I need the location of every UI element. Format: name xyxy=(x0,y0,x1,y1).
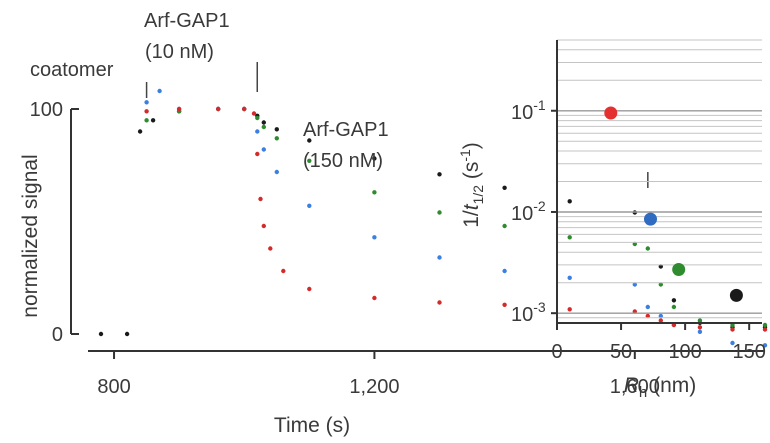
series-3-point xyxy=(216,106,221,112)
series-1-point xyxy=(144,118,149,123)
annotation-arfgap1-150-line2: (150 nM) xyxy=(303,150,383,172)
series-3-point xyxy=(697,325,703,330)
series-2-point xyxy=(762,343,768,348)
series-2-point xyxy=(437,255,442,260)
right-x-ticks: 0 50 100 150 xyxy=(551,323,766,363)
series-1-point xyxy=(697,318,703,323)
series-0-point xyxy=(567,199,572,204)
right-y-tick-label: 10-3 xyxy=(511,299,546,326)
series-0-point xyxy=(671,298,677,303)
series-1-point xyxy=(762,322,768,328)
series-2-point xyxy=(632,282,637,287)
annotation-arfgap1-10-line2: (10 nM) xyxy=(145,41,214,63)
y-tick-label: 100 xyxy=(30,99,63,121)
y-tick-label: 0 xyxy=(52,324,63,346)
series-2-point xyxy=(697,329,703,334)
x-axis-label: Time (s) xyxy=(274,414,350,437)
right-x-tick-label: 100 xyxy=(668,341,701,363)
series-3-point xyxy=(176,106,182,112)
series-0-point xyxy=(502,185,507,190)
series-3-point xyxy=(255,151,260,157)
right-x-tick-label: 0 xyxy=(551,341,562,363)
rate-point-3 xyxy=(729,288,743,302)
x-tick-label: 1,200 xyxy=(349,376,399,398)
right-points xyxy=(604,106,743,302)
y-ticks: 0 100 xyxy=(30,99,79,346)
series-2-point xyxy=(144,100,149,105)
series-2-point xyxy=(274,169,279,175)
right-x-axis-label: Rh (nm) xyxy=(624,374,697,401)
series-0-point xyxy=(261,120,266,125)
series-1-point xyxy=(372,190,377,195)
annotation-arfgap1-150-line1: Arf-GAP1 xyxy=(303,119,389,141)
series-1-point xyxy=(502,223,507,229)
time-course-chart: 0 100 800 1,200 1,600 normalized signal Tim… xyxy=(19,10,768,437)
series-0-point xyxy=(98,331,104,337)
annotation-coatomer: coatomer xyxy=(30,59,114,81)
series-2-point xyxy=(372,235,377,240)
series-0-point xyxy=(150,118,156,123)
series-0-point xyxy=(274,127,279,132)
series-3-point xyxy=(372,295,377,301)
series-2-point xyxy=(157,88,162,94)
series-3-point xyxy=(268,246,273,251)
series-3-point xyxy=(307,286,312,292)
series-3-point xyxy=(645,313,650,319)
series-3-point xyxy=(281,268,286,274)
right-y-tick-label: 10-1 xyxy=(511,97,546,124)
series-3-point xyxy=(261,223,266,229)
series-2-point xyxy=(255,129,260,134)
right-x-tick-label: 50 xyxy=(610,341,632,363)
series-1-point xyxy=(261,124,266,130)
y-axis-label: normalized signal xyxy=(19,154,42,317)
series-3-point xyxy=(762,327,768,332)
annotation-markers xyxy=(145,62,649,188)
series-3-point xyxy=(730,327,735,332)
series-1-point xyxy=(658,282,663,287)
rate-point-2 xyxy=(672,263,686,276)
series-points xyxy=(98,88,768,348)
series-2-point xyxy=(307,203,312,208)
series-3-point xyxy=(251,111,257,116)
right-y-ticks: 10-1 10-2 10-3 xyxy=(511,97,557,326)
series-1-point xyxy=(437,210,442,215)
series-1-point xyxy=(307,158,312,163)
series-3-point xyxy=(258,196,263,202)
series-3-point xyxy=(567,307,572,312)
series-0-point xyxy=(437,172,442,177)
series-1-point xyxy=(645,246,650,251)
series-3-point xyxy=(502,302,507,307)
series-3-point xyxy=(658,318,663,323)
x-ticks: 800 1,200 1,600 xyxy=(97,351,660,398)
right-x-tick-label: 150 xyxy=(733,341,766,363)
series-1-point xyxy=(255,115,260,121)
series-0-point xyxy=(372,156,377,161)
annotation-arfgap1-10-line1: Arf-GAP1 xyxy=(144,10,230,32)
series-1-point xyxy=(567,235,572,240)
log-grid xyxy=(557,39,762,324)
right-y-tick-label: 10-2 xyxy=(511,198,546,225)
series-1-point xyxy=(274,136,279,141)
x-tick-label: 800 xyxy=(97,376,130,398)
rate-point-1 xyxy=(644,212,657,226)
rate-point-0 xyxy=(604,106,618,120)
series-2-point xyxy=(567,275,572,280)
rate-vs-radius-chart: 10-1 10-2 10-3 0 50 100 150 1/t1/2 (s-1) Rh (… xyxy=(457,39,766,401)
series-3-point xyxy=(144,109,149,114)
series-0-point xyxy=(137,129,143,134)
series-2-point xyxy=(730,340,735,346)
series-2-point xyxy=(502,268,507,274)
series-0-point xyxy=(124,331,130,337)
series-2-point xyxy=(645,304,650,310)
series-2-point xyxy=(261,147,266,152)
series-1-point xyxy=(671,304,677,310)
x-tick-label: 1,600 xyxy=(610,376,660,398)
series-2-point xyxy=(658,313,663,319)
right-y-axis-label: 1/t1/2 (s-1) xyxy=(457,142,486,228)
series-3-point xyxy=(437,300,442,305)
series-0-point xyxy=(307,138,312,143)
series-3-point xyxy=(242,106,247,112)
